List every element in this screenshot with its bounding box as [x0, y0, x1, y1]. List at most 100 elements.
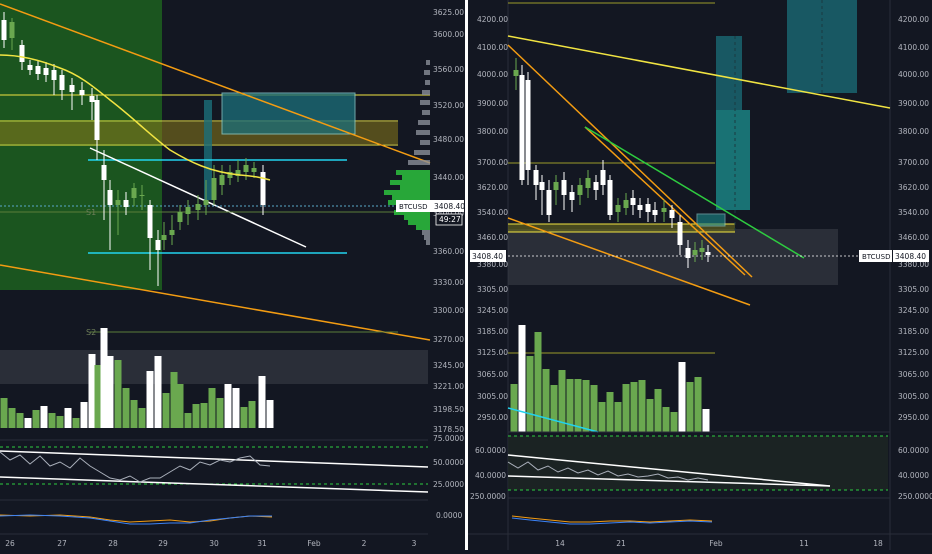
volume-profile-bar: [418, 120, 430, 125]
axis-tick-label: 3540.00: [477, 208, 508, 217]
volume-bar: [248, 401, 256, 428]
volume-bar: [32, 410, 40, 428]
right-price-axis-right[interactable]: 4200.00 4100.00 4000.00 3900.00 3800.00 3700.…: [898, 15, 932, 501]
axis-tick-label: 250.0000: [898, 492, 932, 501]
volume-bar: [654, 389, 662, 432]
candle-body: [147, 205, 153, 238]
axis-tick-label: 3185.00: [477, 327, 508, 336]
left-symbol-tag: [396, 200, 432, 212]
left-time-axis[interactable]: 26 27 28 29 30 31 Feb 2 3: [0, 533, 428, 548]
volume-bar: [686, 382, 694, 432]
teal-box-lower[interactable]: [716, 110, 750, 210]
teal-box-right[interactable]: [787, 0, 857, 93]
candle-body: [43, 68, 49, 75]
volume-bar: [662, 407, 670, 432]
moving-average-line: [0, 54, 271, 181]
candle-body: [1, 20, 7, 40]
axis-tick-label: 3900.00: [477, 99, 508, 108]
axis-tick-label: 3900.00: [898, 99, 929, 108]
candle-body: [19, 45, 25, 62]
volume-profile-bar: [394, 210, 430, 215]
candle-body: [569, 192, 575, 200]
axis-tick-label: 3245.00: [433, 361, 464, 370]
axis-tick-label: 25.0000: [433, 480, 464, 489]
axis-tick-label: 3305.00: [898, 285, 929, 294]
teal-box-upper[interactable]: [716, 36, 742, 110]
volume-bar: [694, 377, 702, 432]
left-chart-pane[interactable]: S1 S2 3625.00 3600.00 3560.00 3520.00 3480.0…: [0, 0, 465, 548]
axis-tick-label: 3600.00: [433, 30, 464, 39]
candle-body: [185, 207, 191, 214]
axis-tick-label: 4100.00: [477, 43, 508, 52]
candle-body: [139, 195, 145, 196]
axis-tick-label: 3700.00: [477, 158, 508, 167]
right-symbol-tag-text: BTCUSD: [862, 253, 891, 261]
right-left-price-tag-text: 3408.40: [472, 252, 503, 261]
time-tick-label: 11: [799, 539, 809, 548]
right-osc2-macd: [511, 517, 713, 525]
volume-bar: [232, 388, 240, 428]
volume-bar: [94, 365, 102, 428]
orange-trendline-bottom: [0, 264, 431, 341]
volume-profile-bar: [392, 195, 430, 200]
volume-bar: [598, 402, 606, 432]
axis-tick-label: 3221.00: [433, 382, 464, 391]
volume-profile-bar: [402, 175, 430, 180]
time-tick-label: 30: [209, 539, 219, 548]
time-tick-label: 26: [5, 539, 15, 548]
right-symbol-tag: [859, 250, 892, 262]
left-price-axis[interactable]: 3625.00 3600.00 3560.00 3520.00 3480.00 3440.…: [433, 8, 464, 520]
volume-bar: [566, 379, 574, 432]
volume-bar: [638, 380, 646, 432]
volume-profile-bar: [400, 185, 430, 190]
volume-bar: [550, 385, 558, 432]
right-chart-pane[interactable]: 4200.00 4100.00 4000.00 3900.00 3800.00 3700.…: [468, 0, 932, 550]
volume-bar: [582, 380, 590, 432]
volume-bar: [614, 402, 622, 432]
candle-body: [35, 66, 41, 74]
volume-profile-bar: [420, 140, 430, 145]
axis-tick-label: 4000.00: [477, 70, 508, 79]
candle-body: [513, 70, 519, 76]
volume-bar: [176, 384, 184, 428]
pane-divider[interactable]: [465, 0, 468, 550]
right-time-axis[interactable]: 14 21 Feb 11 18: [468, 533, 932, 548]
right-price-tag-text: 3408.40: [895, 252, 926, 261]
candle-body: [169, 230, 175, 235]
volume-bar: [646, 399, 654, 432]
candle-body: [600, 170, 606, 185]
small-teal-box: [696, 213, 726, 227]
osc2-macd-line: [0, 514, 272, 525]
axis-tick-label: 3065.00: [898, 370, 929, 379]
candle-body: [235, 170, 241, 176]
volume-bar: [122, 388, 130, 428]
volume-profile-bar: [390, 180, 430, 185]
right-left-price-tag: [470, 250, 506, 262]
candle-body: [525, 80, 531, 170]
right-price-axis-left[interactable]: 4200.00 4100.00 4000.00 3900.00 3800.00 3700.…: [470, 15, 508, 501]
candle-body: [115, 200, 121, 205]
candle-body: [227, 172, 233, 178]
axis-tick-label: 3245.00: [898, 306, 929, 315]
right-orange-trendline-1: [507, 44, 753, 278]
axis-tick-label: 3005.00: [898, 392, 929, 401]
candle-body: [243, 165, 249, 172]
volume-bar: [518, 325, 526, 432]
axis-tick-label: 250.0000: [470, 492, 506, 501]
axis-tick-label: 3560.00: [433, 65, 464, 74]
volume-profile-bar: [426, 60, 430, 65]
axis-tick-label: 60.0000: [475, 446, 506, 455]
axis-tick-label: 3700.00: [898, 158, 929, 167]
volume-bar: [678, 362, 686, 432]
left-volume-bars: [0, 328, 274, 428]
candle-body: [260, 172, 266, 205]
volume-bar: [154, 356, 162, 428]
candle-body: [69, 85, 75, 92]
axis-tick-label: 3520.00: [433, 101, 464, 110]
volume-profile-bar: [422, 90, 430, 95]
axis-tick-label: 3380.00: [477, 260, 508, 269]
time-tick-label: 31: [257, 539, 267, 548]
axis-tick-label: 3480.00: [433, 135, 464, 144]
axis-tick-label: 40.0000: [475, 471, 506, 480]
